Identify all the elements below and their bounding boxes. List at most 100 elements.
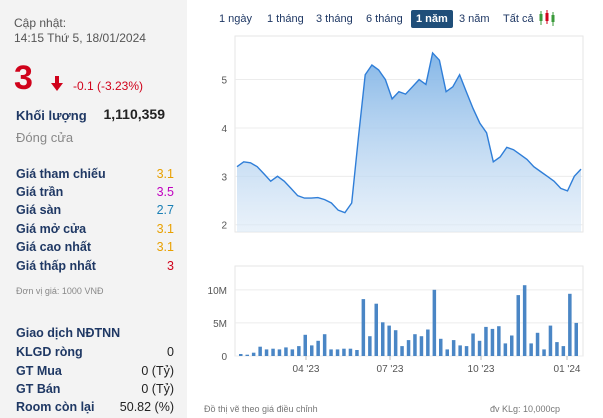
- volume-bar: [568, 293, 572, 356]
- volume-y-tick-label: 10M: [208, 286, 227, 297]
- volume-bar: [542, 349, 546, 356]
- volume-bar: [284, 347, 288, 356]
- volume-value: 1,110,359: [103, 106, 165, 122]
- tab-1-year[interactable]: 1 năm: [411, 10, 453, 28]
- volume-bar: [258, 346, 262, 356]
- volume-bar: [387, 325, 391, 356]
- volume-bar: [458, 345, 462, 356]
- volume-bar: [574, 322, 578, 356]
- foreign-row-label: Room còn lại: [16, 400, 95, 414]
- tab-3-years[interactable]: 3 năm: [459, 13, 490, 25]
- volume-bar: [510, 335, 514, 356]
- x-axis-tick-label: 10 '23: [468, 364, 495, 375]
- price-y-tick-label: 4: [221, 124, 227, 135]
- updated-label: Cập nhật:: [14, 16, 67, 30]
- volume-y-tick-label: 5M: [213, 319, 227, 330]
- tab-3-months[interactable]: 3 tháng: [316, 13, 353, 25]
- foreign-row-net: KLGD ròng 0: [16, 345, 174, 363]
- volume-bar: [400, 346, 404, 356]
- volume-bar: [406, 340, 411, 356]
- foreign-row-room: Room còn lại 50.82 (%): [16, 400, 174, 418]
- price-change: -0.1 (-3.23%): [73, 79, 144, 93]
- volume-bar: [419, 336, 424, 356]
- volume-bar: [290, 349, 295, 356]
- volume-bar: [471, 333, 475, 356]
- volume-plot-frame: [234, 265, 584, 357]
- volume-bar: [329, 349, 333, 356]
- volume-y-tick-label: 0: [221, 352, 227, 363]
- tab-1-month[interactable]: 1 tháng: [267, 13, 304, 25]
- volume-bar: [239, 354, 243, 356]
- price-y-tick-label: 2: [221, 221, 227, 232]
- foreign-row-value: 0 (Tỷ): [141, 382, 174, 396]
- volume-bar: [451, 340, 456, 356]
- price-row-label: Giá mở cửa: [16, 222, 87, 236]
- volume-bar: [310, 345, 314, 356]
- volume-bar: [361, 299, 366, 356]
- volume-bar: [316, 340, 320, 356]
- price-row-floor: Giá sàn 2.7: [16, 203, 174, 221]
- volume-bar: [522, 285, 527, 356]
- price-row-label: Giá thấp nhất: [16, 259, 96, 273]
- volume-bar: [439, 338, 443, 356]
- foreign-row-buy: GT Mua 0 (Tỷ): [16, 364, 174, 382]
- volume-bar: [477, 340, 482, 356]
- price-area-fill: [237, 52, 581, 233]
- price-row-value: 3.1: [156, 167, 174, 181]
- candlestick-icon[interactable]: [538, 9, 558, 27]
- volume-bar: [303, 334, 307, 356]
- x-axis-tick-label: 01 '24: [554, 364, 581, 375]
- foreign-row-label: KLGD ròng: [16, 345, 83, 359]
- volume-unit-note: đv KLg: 10,000cp: [490, 404, 561, 414]
- close-label: Đóng cửa: [16, 130, 74, 145]
- volume-bar: [322, 334, 327, 356]
- volume-bar: [529, 343, 533, 356]
- price-row-ceiling: Giá trần 3.5: [16, 185, 174, 203]
- foreign-row-value: 50.82 (%): [119, 400, 174, 414]
- volume-bar: [516, 295, 520, 356]
- volume-bar: [413, 334, 417, 356]
- price-y-tick-label: 5: [221, 76, 227, 87]
- x-axis-tick-label: 04 '23: [293, 364, 320, 375]
- volume-bar: [503, 343, 508, 356]
- volume-bar: [342, 348, 346, 356]
- price-row-value: 3.1: [156, 222, 174, 236]
- foreign-row-label: Giao dịch NĐTNN: [16, 326, 121, 340]
- foreign-row-label: GT Mua: [16, 364, 62, 378]
- volume-label: Khối lượng: [16, 108, 87, 123]
- volume-bar: [348, 348, 353, 356]
- price-row-label: Giá trần: [16, 185, 64, 199]
- price-row-value: 3.5: [156, 185, 174, 199]
- price-row-reference: Giá tham chiếu 3.1: [16, 167, 174, 185]
- volume-bar: [561, 346, 566, 356]
- price-row-label: Giá cao nhất: [16, 240, 92, 254]
- volume-bar: [271, 348, 275, 356]
- updated-time: 14:15 Thứ 5, 18/01/2024: [14, 31, 146, 45]
- volume-bar: [355, 350, 359, 356]
- price-row-low: Giá thấp nhất 3: [16, 259, 174, 277]
- tab-all[interactable]: Tất cả: [503, 13, 534, 25]
- price-plot-frame: [234, 35, 584, 233]
- volume-bar: [484, 326, 488, 356]
- volume-bar: [548, 325, 553, 356]
- volume-bar: [497, 326, 501, 356]
- foreign-row-header: Giao dịch NĐTNN: [16, 326, 174, 344]
- volume-bar: [490, 328, 495, 356]
- current-price: 3: [14, 59, 33, 97]
- volume-bar: [297, 346, 301, 356]
- volume-bar: [393, 330, 398, 356]
- volume-bar: [464, 346, 469, 356]
- unit-note: Đơn vị giá: 1000 VNĐ: [16, 286, 104, 296]
- volume-bar: [374, 303, 378, 356]
- volume-bar: [555, 342, 559, 356]
- price-row-value: 2.7: [156, 203, 174, 217]
- tab-1-day[interactable]: 1 ngày: [219, 13, 253, 25]
- tab-6-months[interactable]: 6 tháng: [366, 13, 403, 25]
- stock-summary-panel: Cập nhật: 14:15 Thứ 5, 18/01/2024 3 -0.1…: [0, 0, 187, 418]
- volume-bar: [445, 349, 449, 356]
- price-row-label: Giá tham chiếu: [16, 167, 106, 181]
- price-row-label: Giá sàn: [16, 203, 62, 217]
- volume-bar: [335, 349, 340, 356]
- volume-bar: [368, 336, 372, 356]
- volume-bar: [535, 332, 540, 356]
